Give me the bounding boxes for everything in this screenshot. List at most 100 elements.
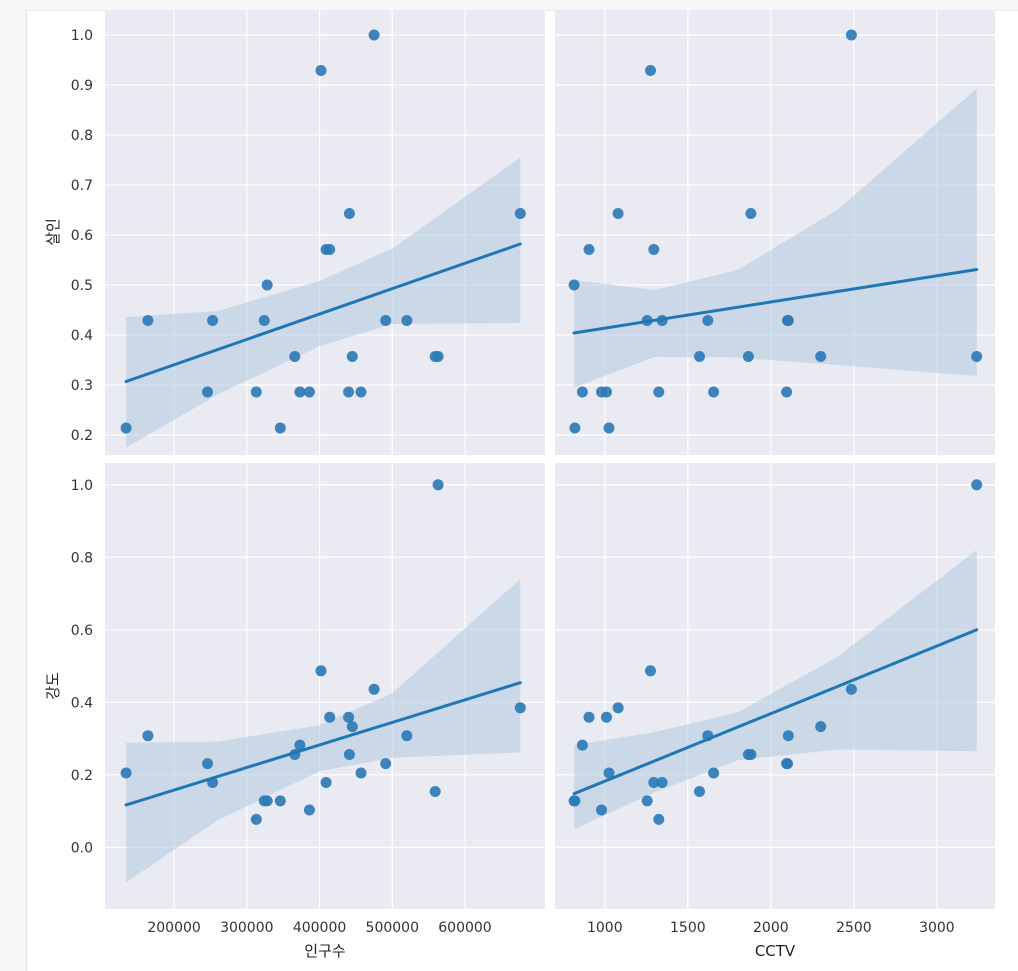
y-tick-label: 1.0 bbox=[71, 28, 93, 44]
data-point bbox=[324, 244, 336, 255]
y-tick-label: 0.6 bbox=[71, 228, 93, 244]
data-point bbox=[401, 730, 413, 742]
regression-line bbox=[124, 681, 522, 807]
panel-murder-vs-cctv bbox=[555, 10, 995, 455]
data-point bbox=[432, 351, 444, 362]
cell-gutter bbox=[0, 0, 27, 971]
data-point bbox=[120, 422, 132, 434]
data-point bbox=[694, 351, 705, 362]
y-tick-label: 0.8 bbox=[71, 128, 93, 144]
data-point bbox=[603, 422, 615, 434]
data-point bbox=[343, 749, 355, 760]
y-axis-label-murder: 살인 bbox=[44, 218, 62, 246]
data-point bbox=[708, 767, 720, 779]
x-tick-label: 1000 bbox=[587, 920, 623, 936]
data-point bbox=[343, 386, 355, 398]
regression-line bbox=[124, 242, 522, 383]
x-tick-label: 300000 bbox=[220, 920, 273, 936]
data-point bbox=[380, 758, 392, 770]
data-point bbox=[653, 386, 665, 398]
x-tick-label: 200000 bbox=[147, 920, 200, 936]
data-point bbox=[429, 786, 441, 797]
data-point bbox=[274, 795, 286, 807]
y-tick-label: 0.4 bbox=[71, 328, 93, 344]
x-tick-label: 3000 bbox=[919, 920, 955, 936]
x-tick-label: 600000 bbox=[438, 920, 491, 936]
data-point bbox=[641, 795, 653, 807]
data-point bbox=[315, 665, 327, 677]
y-tick-label: 0.5 bbox=[71, 278, 93, 294]
data-point bbox=[343, 711, 355, 723]
data-point bbox=[782, 758, 793, 770]
data-point bbox=[648, 244, 660, 255]
x-axis-label-cctv: CCTV bbox=[755, 942, 796, 960]
y-tick-label: 0.2 bbox=[71, 428, 93, 444]
data-point bbox=[346, 351, 358, 362]
data-point bbox=[601, 386, 612, 398]
data-point bbox=[294, 386, 306, 398]
data-point bbox=[845, 29, 857, 41]
panel-murder-vs-population: 0.2 0.3 0.4 0.5 0.6 0.7 0.8 0.9 1.0 bbox=[71, 10, 545, 455]
data-point bbox=[653, 813, 665, 825]
data-point bbox=[261, 279, 273, 291]
regression-line bbox=[572, 268, 979, 335]
data-point bbox=[250, 386, 262, 398]
confidence-band bbox=[574, 550, 977, 830]
data-point bbox=[745, 208, 757, 219]
data-point bbox=[815, 351, 827, 362]
data-point bbox=[782, 730, 794, 742]
y-tick-label: 0.0 bbox=[71, 840, 93, 856]
confidence-band bbox=[126, 157, 521, 448]
data-point bbox=[202, 386, 213, 398]
x-tick-label: 1500 bbox=[670, 920, 706, 936]
x-tick-label: 2500 bbox=[836, 920, 872, 936]
y-tick-label: 1.0 bbox=[71, 478, 93, 494]
data-point bbox=[601, 711, 612, 723]
data-point bbox=[401, 315, 413, 326]
data-point bbox=[368, 683, 380, 695]
data-point bbox=[596, 804, 607, 816]
data-point bbox=[142, 315, 154, 326]
data-point bbox=[583, 244, 595, 255]
data-point bbox=[782, 315, 794, 326]
data-point bbox=[258, 315, 270, 326]
x-axis-label-population: 인구수 bbox=[304, 942, 345, 960]
y-axis-label-robbery: 강도 bbox=[44, 672, 62, 700]
y-tick-label: 0.3 bbox=[71, 378, 93, 394]
data-point bbox=[815, 721, 827, 733]
y-tick-label: 0.7 bbox=[71, 178, 93, 194]
data-point bbox=[380, 315, 392, 326]
data-point bbox=[612, 208, 624, 219]
data-point bbox=[612, 702, 624, 714]
data-point bbox=[274, 422, 286, 434]
y-tick-label: 0.9 bbox=[71, 78, 93, 94]
data-point bbox=[694, 786, 705, 797]
confidence-band bbox=[126, 579, 521, 883]
regression-line bbox=[572, 628, 979, 796]
y-tick-label: 0.6 bbox=[71, 623, 93, 639]
data-point bbox=[368, 29, 380, 41]
data-point bbox=[343, 208, 355, 219]
data-point bbox=[745, 749, 757, 760]
panel-robbery-vs-cctv: 1000 1500 2000 2500 3000 bbox=[555, 463, 995, 936]
x-tick-label: 500000 bbox=[366, 920, 419, 936]
data-point bbox=[569, 422, 581, 434]
data-point bbox=[142, 730, 154, 742]
data-point bbox=[207, 315, 219, 326]
data-point bbox=[514, 702, 526, 714]
data-point bbox=[576, 739, 588, 751]
data-point bbox=[294, 739, 306, 751]
data-point bbox=[514, 208, 526, 219]
data-point bbox=[303, 386, 315, 398]
data-point bbox=[289, 351, 301, 362]
y-tick-label: 0.8 bbox=[71, 550, 93, 566]
data-point bbox=[742, 351, 754, 362]
data-point bbox=[346, 721, 358, 733]
data-point bbox=[261, 795, 273, 807]
data-point bbox=[355, 767, 367, 779]
data-point bbox=[432, 479, 444, 491]
data-point bbox=[576, 386, 588, 398]
data-point bbox=[971, 479, 983, 491]
data-point bbox=[781, 386, 793, 398]
